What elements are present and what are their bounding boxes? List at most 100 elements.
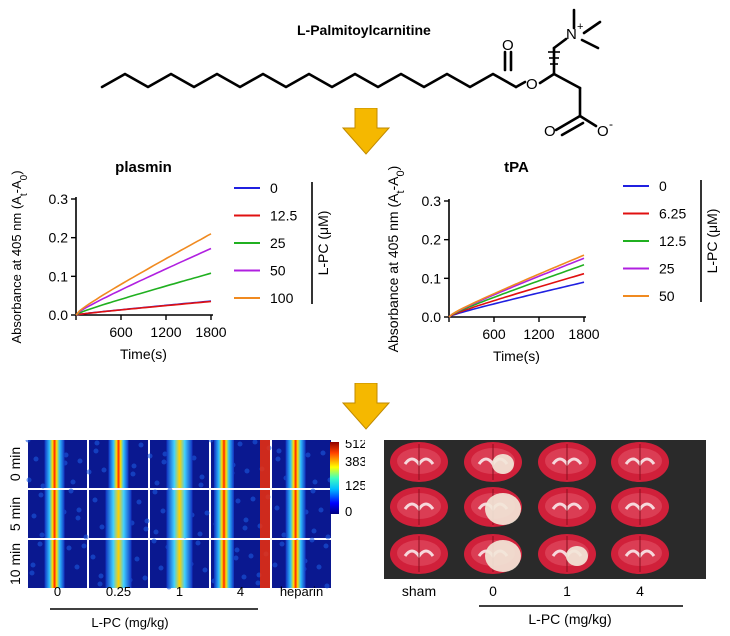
speckle — [74, 564, 80, 570]
series-line-6.25 — [448, 272, 585, 318]
vessel-band — [285, 440, 306, 488]
infarct-area — [485, 493, 521, 525]
column-label: sham — [402, 583, 436, 599]
speckle — [152, 489, 158, 495]
brain-slice — [538, 442, 596, 482]
y-axis-label: Absorbance at 405 nm (At-A0) — [385, 166, 407, 353]
speckle — [90, 554, 96, 560]
column-label: heparin — [280, 584, 323, 599]
colorbar-tick-label: 383 — [345, 454, 365, 469]
y-tick-label: 0.3 — [422, 193, 442, 209]
speckle — [199, 474, 205, 480]
chart-title: plasmin — [115, 159, 172, 176]
infarct-area — [485, 540, 521, 572]
speckle — [81, 543, 87, 549]
speckle — [93, 448, 99, 454]
compound-name: L-Palmitoylcarnitine — [297, 22, 431, 38]
speckle — [244, 468, 250, 474]
brain-slice — [538, 487, 596, 527]
vessel-band — [285, 490, 306, 538]
brain-slice — [611, 534, 669, 574]
vessel-band — [285, 540, 306, 588]
speckle — [26, 477, 32, 483]
speckle — [252, 440, 258, 445]
x-tick-label: 600 — [482, 326, 506, 342]
legend-label-6.25: 6.25 — [659, 206, 686, 222]
brain-slice — [611, 487, 669, 527]
heatmap-cell — [28, 488, 89, 540]
column-label: 4 — [636, 583, 644, 599]
x-tick-label: 1200 — [150, 324, 181, 340]
speckle — [161, 459, 167, 465]
x-axis-label: Time(s) — [120, 346, 167, 362]
speckle — [316, 564, 322, 570]
speckle — [37, 541, 43, 547]
column-label: 1 — [563, 583, 571, 599]
speckle — [40, 483, 46, 489]
legend-label-50: 50 — [270, 263, 286, 279]
series-line-12.5 — [448, 264, 585, 318]
vessel-edge — [260, 440, 270, 488]
speckle — [323, 543, 329, 549]
brain-slice — [538, 534, 596, 574]
speckle — [86, 469, 92, 475]
brain-slice — [464, 442, 522, 482]
vessel-band — [213, 540, 234, 588]
speckle — [134, 556, 140, 562]
carbonyl-oxygen-2: O — [544, 123, 556, 140]
vessel-band — [108, 440, 129, 488]
speckle — [235, 498, 241, 504]
heatmap-cell — [150, 487, 210, 539]
speckle — [75, 515, 81, 521]
vessel-band — [44, 490, 65, 538]
speckle — [144, 518, 150, 524]
column-label: 0.25 — [106, 584, 131, 599]
legend-label-0: 0 — [270, 180, 278, 196]
legend-label-12.5: 12.5 — [270, 208, 297, 224]
speckle — [147, 453, 153, 459]
speckle — [25, 440, 31, 443]
speckle — [158, 565, 164, 571]
speckle — [138, 442, 144, 448]
series-line-50 — [448, 254, 585, 318]
legend-label-25: 25 — [270, 235, 286, 251]
heatmap-cell — [89, 490, 150, 538]
speckle — [243, 517, 249, 523]
speckle — [162, 451, 168, 457]
speckle — [195, 540, 201, 546]
heatmap-cell — [211, 490, 271, 538]
colorbar-tick-label: 0 — [345, 504, 352, 519]
speckle — [309, 537, 315, 543]
speckle — [136, 499, 142, 505]
heatmap-cell — [211, 540, 270, 588]
brain-slice — [611, 442, 669, 482]
y-tick-label: 0.0 — [422, 309, 442, 325]
heatmap-cell — [86, 440, 148, 488]
speckle — [312, 479, 318, 485]
vessel-band — [213, 440, 234, 488]
speckle — [39, 532, 45, 538]
heatmap-cell — [272, 488, 331, 540]
vessel-band — [105, 540, 132, 588]
y-tick-label: 0.1 — [49, 268, 69, 284]
heatmap-cell — [208, 440, 272, 488]
speckle — [97, 581, 103, 587]
speckle — [311, 528, 317, 534]
speckle — [310, 488, 316, 494]
row-label: 5 min — [7, 497, 23, 531]
legend-label-50: 50 — [659, 288, 675, 304]
column-label: 0 — [54, 584, 61, 599]
x-tick-label: 1800 — [195, 324, 226, 340]
legend-title: L-PC (μM) — [315, 211, 331, 276]
heatmap-cell — [147, 440, 209, 488]
x-tick-label: 1800 — [568, 326, 599, 342]
speckle — [154, 480, 160, 486]
speckle — [143, 526, 149, 532]
speckle — [130, 471, 136, 477]
speckle — [92, 497, 98, 503]
vessel-band — [166, 490, 193, 538]
speckle — [98, 573, 104, 579]
brain-slice — [464, 487, 522, 527]
ammonium-charge: + — [577, 21, 583, 33]
brain-slice — [464, 534, 522, 574]
